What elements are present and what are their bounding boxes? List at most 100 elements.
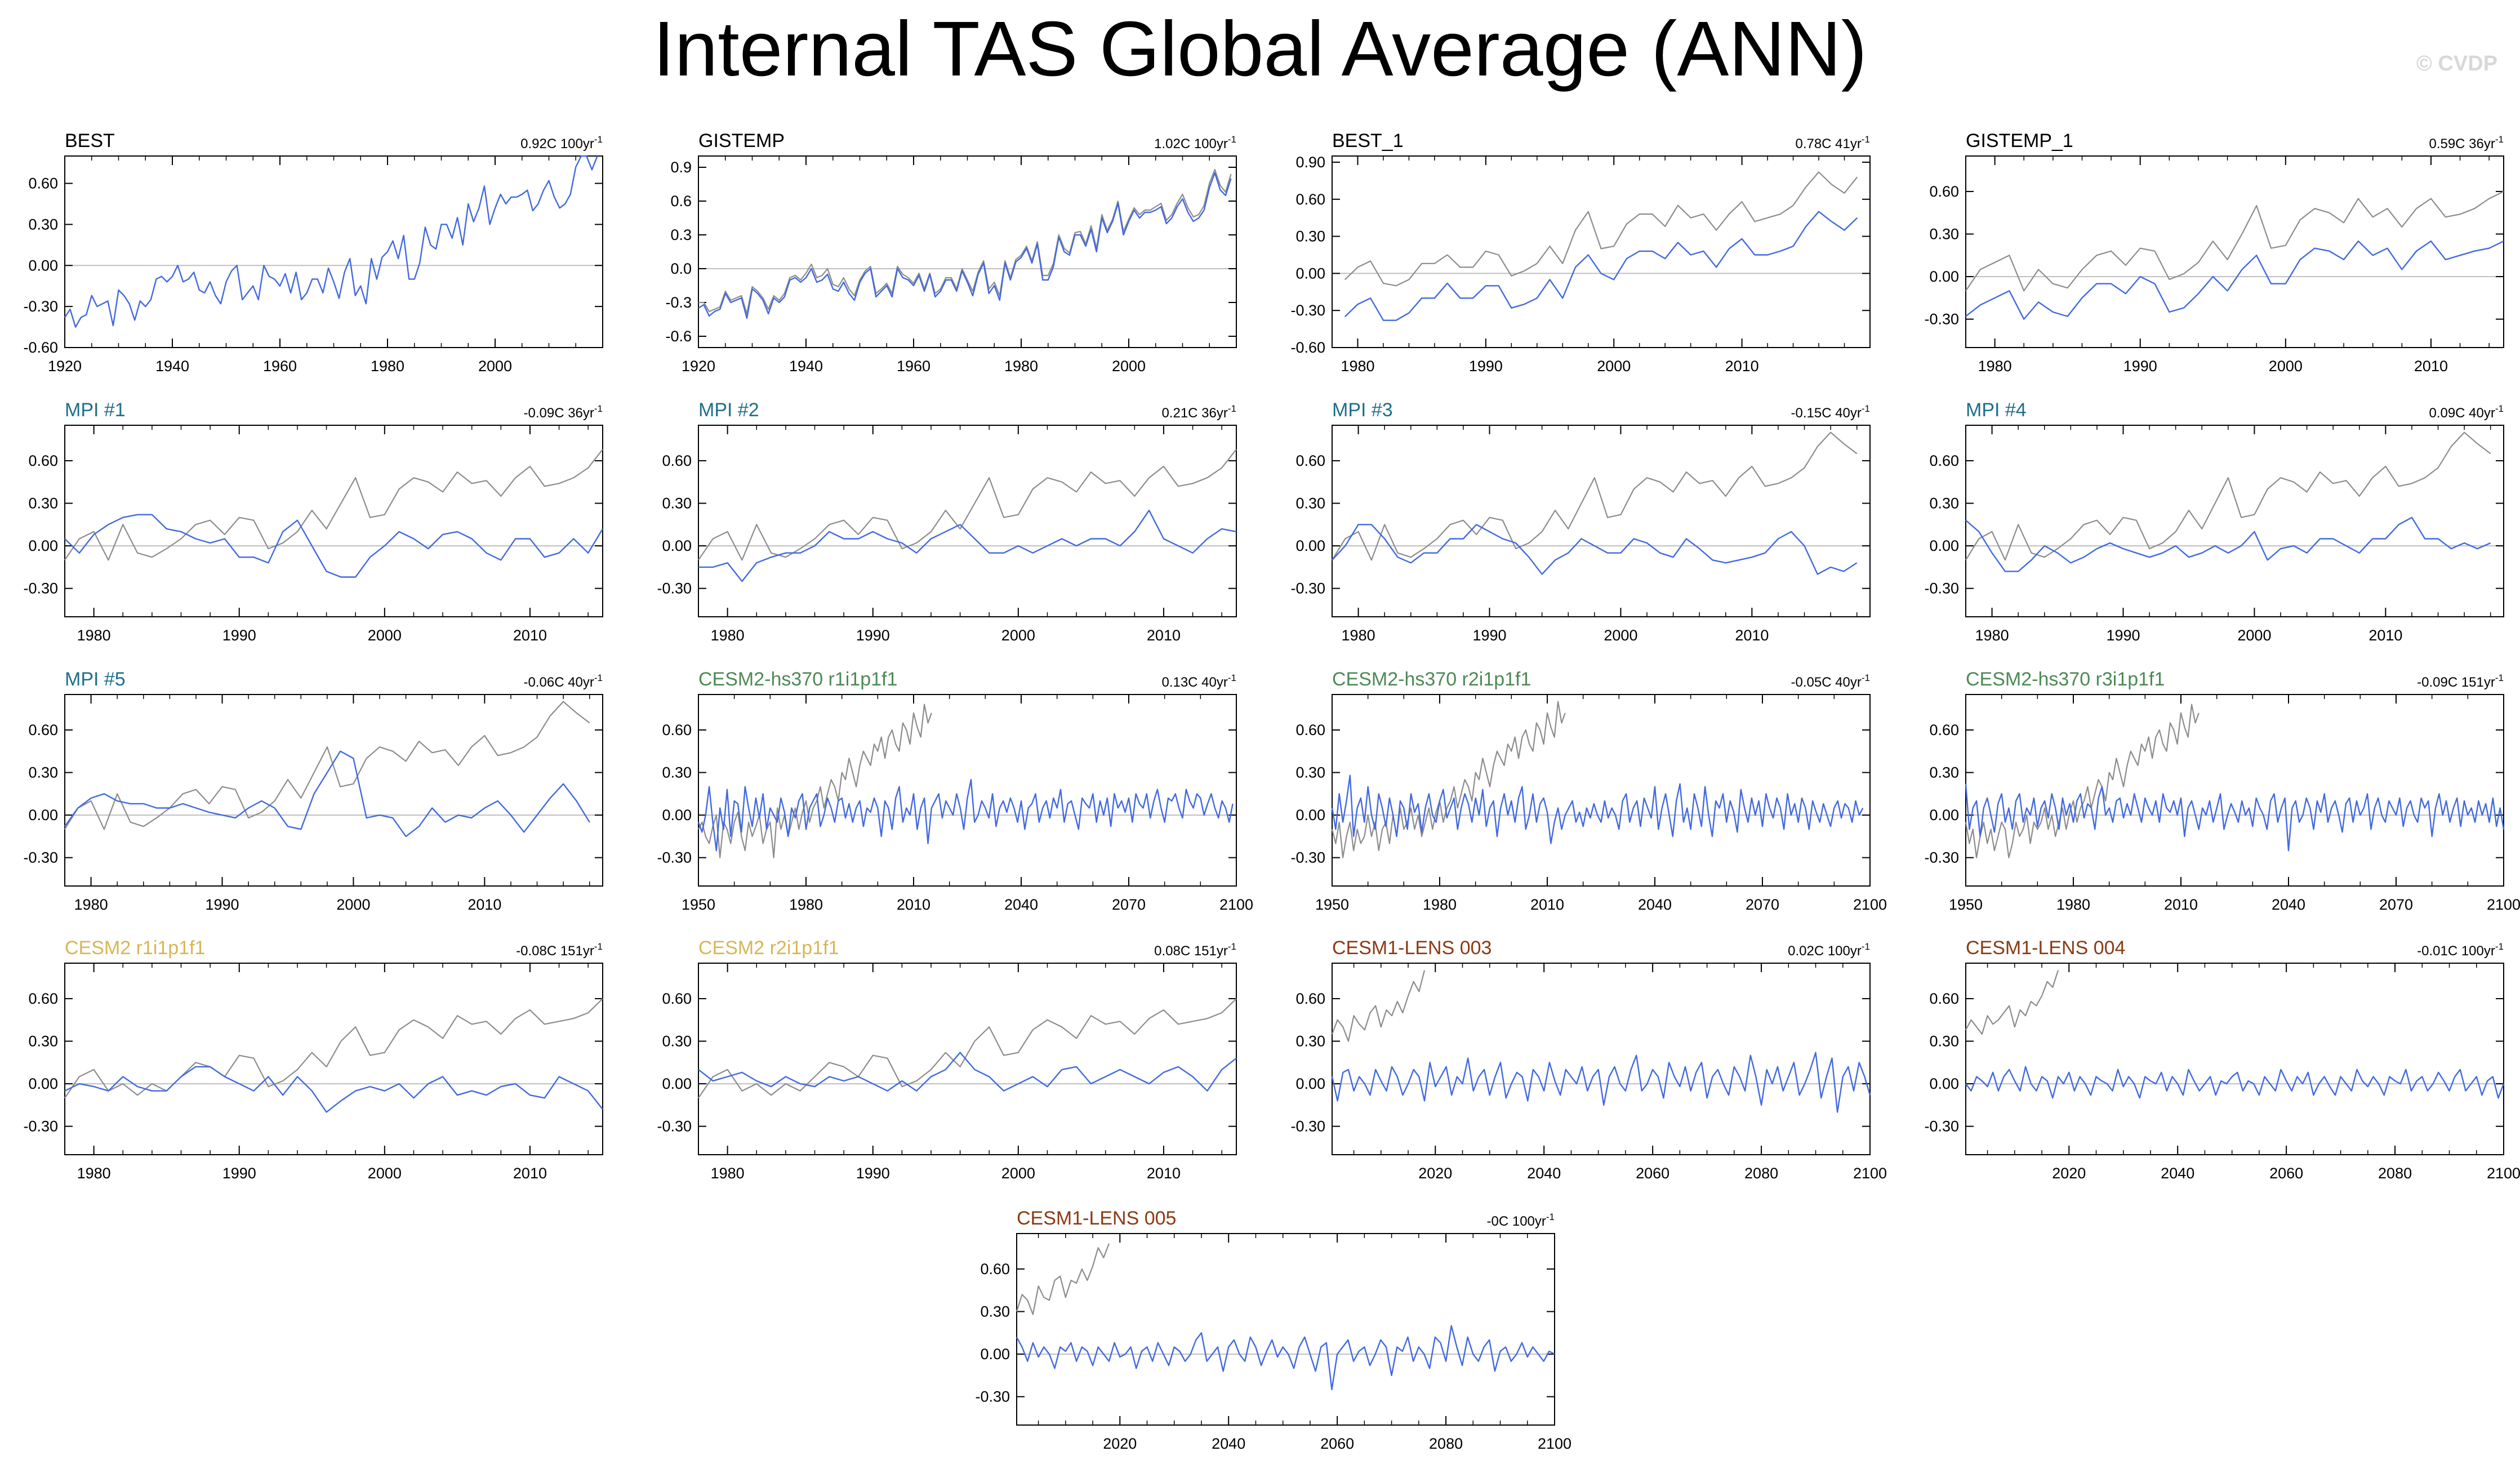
- panel-8: MPI #4 0.09C 40yr-1 -0.30 0.00 0.30 0.60 1980 1…: [1924, 399, 2504, 644]
- panel-15-trend: 0.02C 100yr-1: [1788, 941, 1870, 959]
- panel-11-ytick-label: 0.30: [1295, 764, 1325, 781]
- panel-10-gray-series-line: [698, 704, 932, 858]
- panel-14-frame: [698, 963, 1237, 1155]
- panel-2-title: GISTEMP: [698, 130, 785, 152]
- panel-15-ytick-label: -0.30: [1290, 1118, 1325, 1135]
- panel-11-ytick-label: 0.60: [1295, 722, 1325, 738]
- panel-6-xtick-label: 2000: [1001, 627, 1035, 644]
- panel-5-ytick-label: 0.60: [28, 452, 58, 469]
- panel-10-xtick-label: 1950: [682, 896, 715, 913]
- panel-10-xtick-label: 1980: [789, 896, 823, 913]
- panel-15-title: CESM1-LENS 003: [1332, 937, 1491, 959]
- panel-10-trend: 0.13C 40yr-1: [1161, 673, 1236, 690]
- panel-2-ytick-label: -0.3: [665, 294, 692, 311]
- panel-17-ytick-label: -0.30: [975, 1388, 1010, 1405]
- panel-3-xtick-label: 2000: [1597, 358, 1631, 375]
- panel-3-blue-series-line: [1344, 211, 1858, 321]
- panel-6-title: MPI #2: [698, 399, 759, 421]
- panel-12-xtick-label: 2070: [2379, 896, 2413, 913]
- panel-14-xtick-label: 1990: [856, 1165, 890, 1182]
- panel-6: MPI #2 0.21C 36yr-1 -0.30 0.00 0.30 0.60 1980 1…: [657, 399, 1237, 644]
- panel-8-ytick-label: 0.00: [1929, 537, 1959, 554]
- panel-11-ytick-label: 0.00: [1295, 807, 1325, 823]
- panel-10-xtick-label: 2100: [1219, 896, 1253, 913]
- panel-11-xtick-label: 2100: [1853, 896, 1887, 913]
- panel-3-xtick-label: 2010: [1725, 358, 1759, 375]
- panel-15: CESM1-LENS 003 0.02C 100yr-1 -0.30 0.00 0.30…: [1290, 937, 1887, 1182]
- panel-12-frame: [1965, 694, 2504, 887]
- panel-1-title: BEST: [65, 130, 115, 152]
- panel-3-gray-series-line: [1344, 171, 1858, 287]
- panel-3-ytick-label: 0.00: [1295, 265, 1325, 282]
- panel-10: CESM2-hs370 r1i1p1f1 0.13C 40yr-1 -0.30 0.0…: [657, 669, 1253, 913]
- panel-17-trend: -0C 100yr-1: [1487, 1212, 1555, 1229]
- panel-8-title: MPI #4: [1966, 399, 2027, 421]
- panel-16-ytick-label: -0.30: [1924, 1118, 1959, 1135]
- panel-16-ytick-label: 0.00: [1929, 1075, 1959, 1092]
- panel-8-gray-series-line: [1965, 431, 2491, 561]
- panel-16-title: CESM1-LENS 004: [1966, 937, 2125, 959]
- panel-16-frame: [1965, 963, 2504, 1155]
- panel-17-xtick-label: 2080: [1429, 1435, 1463, 1452]
- panel-11-xtick-label: 2010: [1530, 896, 1564, 913]
- panel-11-ytick-label: -0.30: [1290, 849, 1325, 866]
- panel-9-ytick-label: 0.00: [28, 807, 58, 823]
- panel-17-blue-series-line: [1016, 1325, 1555, 1391]
- panel-12-trend: -0.09C 151yr-1: [2417, 673, 2504, 690]
- panel-9-xtick-label: 1990: [205, 896, 239, 913]
- panel-4: GISTEMP_1 0.59C 36yr-1 -0.30 0.00 0.30 0.60 19…: [1924, 130, 2504, 375]
- panel-16-xtick-label: 2040: [2161, 1165, 2194, 1182]
- panel-1-trend: 0.92C 100yr-1: [520, 134, 603, 152]
- panel-7: MPI #3 -0.15C 40yr-1 -0.30 0.00 0.30 0.60 1980…: [1290, 399, 1871, 644]
- panel-7-xtick-label: 2010: [1735, 627, 1769, 644]
- panel-17-xtick-label: 2040: [1212, 1435, 1245, 1452]
- panel-12-ytick-label: 0.60: [1929, 722, 1959, 738]
- panel-1-xtick-label: 1980: [371, 358, 404, 375]
- panel-1-xtick-label: 1940: [155, 358, 189, 375]
- panel-17-frame: [1016, 1233, 1555, 1426]
- panel-15-xtick-label: 2020: [1418, 1165, 1452, 1182]
- panel-16-xtick-label: 2060: [2269, 1165, 2303, 1182]
- panel-6-xtick-label: 2010: [1147, 627, 1181, 644]
- panel-15-ytick-label: 0.00: [1295, 1075, 1325, 1092]
- panel-4-ytick-label: -0.30: [1924, 311, 1959, 328]
- panel-5-title: MPI #1: [65, 399, 126, 421]
- cvdp-watermark: © CVDP: [2416, 52, 2497, 75]
- panel-10-xtick-label: 2040: [1004, 896, 1038, 913]
- panel-8-blue-series-line: [1965, 517, 2491, 572]
- panel-16-gray-series-line: [1965, 970, 2059, 1035]
- panel-14-ytick-label: 0.60: [662, 990, 692, 1007]
- panel-5-blue-series-line: [64, 514, 604, 578]
- panel-2-xtick-label: 1960: [897, 358, 930, 375]
- panel-4-ytick-label: 0.60: [1929, 183, 1959, 200]
- panel-4-xtick-label: 2010: [2414, 358, 2448, 375]
- panel-13: CESM2 r1i1p1f1 -0.08C 151yr-1 -0.30 0.00 0.3…: [23, 937, 603, 1182]
- panel-1-ytick-label: 0.30: [28, 216, 58, 233]
- panel-13-ytick-label: 0.60: [28, 990, 58, 1007]
- panel-2-xtick-label: 1920: [682, 358, 715, 375]
- panel-5-xtick-label: 1980: [77, 627, 111, 644]
- panel-7-ytick-label: 0.60: [1295, 452, 1325, 469]
- panel-3: BEST_1 0.78C 41yr-1 -0.60 -0.30 0.00 0.30 0.60…: [1290, 130, 1871, 375]
- panel-11-xtick-label: 2070: [1746, 896, 1779, 913]
- panel-7-frame: [1332, 425, 1871, 617]
- panel-7-blue-series-line: [1332, 524, 1858, 575]
- panel-9-ytick-label: 0.60: [28, 722, 58, 738]
- panel-7-trend: -0.15C 40yr-1: [1791, 403, 1870, 421]
- panel-5-frame: [64, 425, 603, 617]
- panel-17-ytick-label: 0.60: [980, 1261, 1010, 1277]
- panel-12-xtick-label: 2100: [2487, 896, 2520, 913]
- panel-17-xtick-label: 2060: [1320, 1435, 1354, 1452]
- panel-6-frame: [698, 425, 1237, 617]
- panel-14-xtick-label: 2000: [1001, 1165, 1035, 1182]
- panel-13-xtick-label: 1990: [222, 1165, 256, 1182]
- panel-13-xtick-label: 1980: [77, 1165, 111, 1182]
- panel-6-ytick-label: 0.00: [662, 537, 692, 554]
- panel-7-xtick-label: 1990: [1472, 627, 1506, 644]
- panel-6-ytick-label: 0.30: [662, 495, 692, 512]
- panel-16-trend: -0.01C 100yr-1: [2417, 941, 2504, 959]
- panel-1-xtick-label: 1920: [48, 358, 82, 375]
- panel-13-gray-series-line: [64, 998, 603, 1098]
- panel-13-title: CESM2 r1i1p1f1: [65, 937, 205, 959]
